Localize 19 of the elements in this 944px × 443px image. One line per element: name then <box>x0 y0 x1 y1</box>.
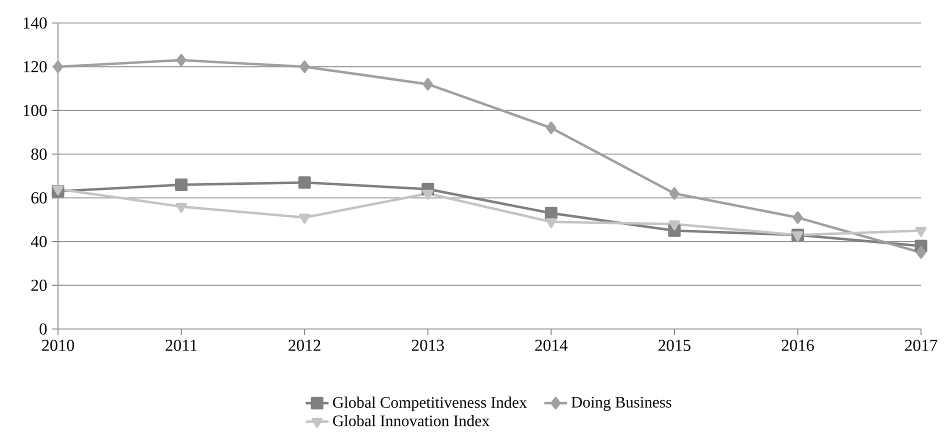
legend-label: Global Innovation Index <box>333 415 490 426</box>
y-tick-label: 40 <box>30 236 47 248</box>
x-tick-label: 2014 <box>535 340 568 351</box>
y-tick-label: 80 <box>31 148 47 160</box>
y-tick-label: 60 <box>31 192 47 204</box>
legend-label: Global Competitiveness Index <box>333 396 527 412</box>
x-tick-label: 2011 <box>166 340 197 351</box>
y-tick-label: 0 <box>40 323 47 335</box>
legend-label: Doing Business <box>571 396 672 411</box>
x-tick-label: 2010 <box>42 340 74 351</box>
x-tick-label: 2017 <box>905 340 938 351</box>
y-tick-label: 20 <box>31 280 47 291</box>
x-tick-label: 2016 <box>782 340 814 351</box>
x-tick-label: 2012 <box>288 340 320 351</box>
y-tick-label: 100 <box>24 104 47 116</box>
x-tick-label: 2013 <box>412 340 444 351</box>
x-tick-label: 2015 <box>658 340 690 351</box>
y-tick-label: 140 <box>24 17 47 29</box>
y-tick-label: 120 <box>24 61 47 72</box>
